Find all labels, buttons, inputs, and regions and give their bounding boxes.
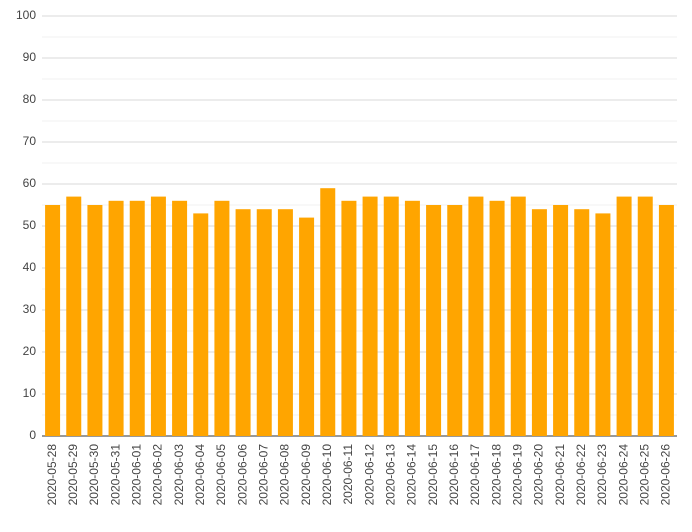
x-tick-label: 2020-06-20 (532, 444, 546, 506)
x-tick-label: 2020-06-25 (637, 444, 651, 506)
x-tick-label: 2020-06-18 (489, 444, 503, 506)
y-tick-label: 60 (23, 176, 37, 190)
bar (341, 200, 357, 436)
bar (150, 196, 166, 436)
bar (362, 196, 378, 436)
bar (320, 188, 336, 436)
bar (256, 209, 272, 436)
y-tick-label: 0 (29, 428, 36, 442)
y-tick-label: 10 (23, 386, 37, 400)
bar (108, 200, 124, 436)
x-tick-label: 2020-06-13 (383, 444, 397, 506)
y-tick-label: 40 (23, 260, 37, 274)
bar (510, 196, 526, 436)
bar (87, 205, 103, 436)
x-tick-label: 2020-06-24 (616, 444, 630, 506)
bar (66, 196, 82, 436)
x-tick-label: 2020-06-03 (172, 444, 186, 506)
bar (214, 200, 230, 436)
x-tick-label: 2020-06-16 (447, 444, 461, 506)
y-tick-label: 30 (23, 302, 37, 316)
x-tick-label: 2020-06-12 (362, 444, 376, 506)
x-tick-label: 2020-06-02 (151, 444, 165, 506)
y-tick-label: 70 (23, 134, 37, 148)
bar (658, 205, 674, 436)
bar (235, 209, 251, 436)
bar (193, 213, 209, 436)
bar (447, 205, 463, 436)
x-tick-label: 2020-06-01 (129, 444, 143, 506)
x-tick-label: 2020-06-06 (235, 444, 249, 506)
x-tick-label: 2020-05-31 (108, 444, 122, 506)
x-tick-label: 2020-06-26 (659, 444, 673, 506)
x-tick-label: 2020-06-11 (341, 444, 355, 505)
x-tick-label: 2020-06-15 (426, 444, 440, 506)
x-tick-label: 2020-06-07 (256, 444, 270, 506)
bar (383, 196, 399, 436)
bar (404, 200, 420, 436)
y-tick-label: 100 (16, 8, 36, 22)
x-tick-label: 2020-06-14 (405, 444, 419, 506)
x-tick-label: 2020-06-09 (299, 444, 313, 506)
y-tick-label: 20 (23, 344, 37, 358)
bar (426, 205, 442, 436)
bar (129, 200, 145, 436)
bar (595, 213, 611, 436)
bar (637, 196, 653, 436)
x-tick-label: 2020-05-28 (45, 444, 59, 506)
x-tick-label: 2020-06-04 (193, 444, 207, 506)
x-tick-label: 2020-06-19 (510, 444, 524, 506)
bar (616, 196, 632, 436)
bar (45, 205, 61, 436)
bar (299, 217, 315, 436)
x-tick-label: 2020-05-30 (87, 444, 101, 506)
bar (277, 209, 293, 436)
bar (489, 200, 505, 436)
bar (574, 209, 590, 436)
y-tick-label: 80 (23, 92, 37, 106)
x-tick-label: 2020-05-29 (66, 444, 80, 506)
y-tick-label: 90 (23, 50, 37, 64)
y-tick-label: 50 (23, 218, 37, 232)
bar (531, 209, 547, 436)
x-tick-label: 2020-06-08 (278, 444, 292, 506)
bar (172, 200, 188, 436)
x-tick-label: 2020-06-10 (320, 444, 334, 506)
x-tick-label: 2020-06-05 (214, 444, 228, 506)
x-tick-label: 2020-06-21 (553, 444, 567, 506)
x-tick-label: 2020-06-17 (468, 444, 482, 506)
x-tick-label: 2020-06-22 (574, 444, 588, 506)
bar (553, 205, 569, 436)
x-tick-label: 2020-06-23 (595, 444, 609, 506)
bar (468, 196, 484, 436)
